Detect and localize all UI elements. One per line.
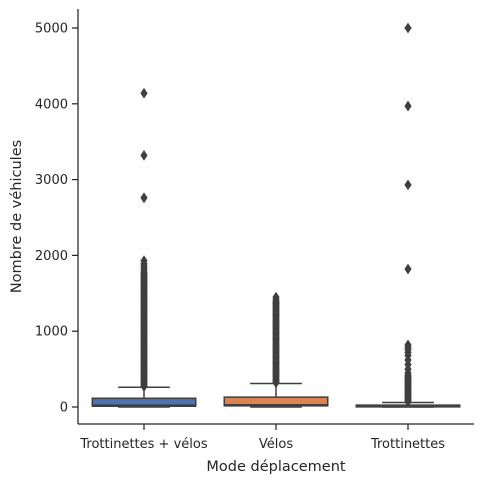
y-tick-label: 2000 bbox=[35, 249, 68, 264]
box-group-2 bbox=[355, 22, 461, 408]
box-group-1 bbox=[223, 291, 329, 408]
axes: 0 1000 2000 3000 4000 5000 Trottinettes + vélo… bbox=[35, 9, 474, 452]
outlier-point bbox=[140, 192, 148, 204]
y-tick-label: 0 bbox=[60, 401, 68, 416]
x-axis-label: Mode déplacement bbox=[206, 459, 345, 475]
outlier-point bbox=[140, 87, 148, 99]
y-tick-label: 5000 bbox=[35, 22, 68, 37]
y-tick-label: 4000 bbox=[35, 97, 68, 112]
outlier-point bbox=[404, 179, 412, 191]
outlier-point bbox=[404, 339, 412, 351]
y-axis-label: Nombre de véhicules bbox=[9, 140, 25, 293]
y-tick-label: 3000 bbox=[35, 173, 68, 188]
y-tick-label: 1000 bbox=[35, 325, 68, 340]
box-group-0 bbox=[91, 87, 197, 408]
outlier-point bbox=[140, 149, 148, 161]
outlier-point bbox=[272, 291, 280, 303]
outlier-point bbox=[404, 22, 412, 34]
box-iqr bbox=[223, 396, 329, 407]
plot-area bbox=[91, 22, 461, 408]
outlier-point bbox=[404, 263, 412, 275]
outlier-point bbox=[140, 255, 148, 267]
x-tick-label: Vélos bbox=[259, 437, 293, 452]
x-tick-label: Trottinettes bbox=[370, 437, 445, 452]
x-tick-label: Trottinettes + vélos bbox=[79, 437, 207, 452]
outlier-point bbox=[404, 100, 412, 112]
box-iqr bbox=[91, 397, 197, 407]
